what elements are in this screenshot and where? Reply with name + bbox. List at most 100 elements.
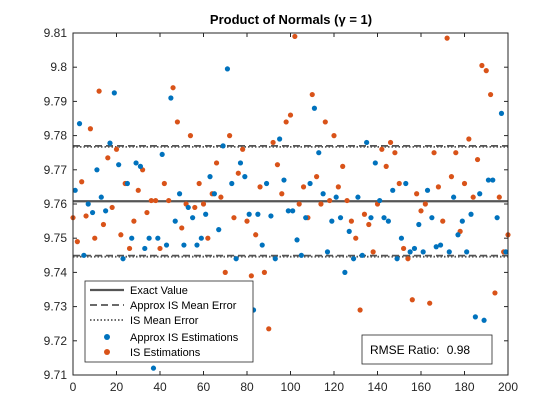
point-approx-is-estimations-39 [242, 174, 248, 180]
point-approx-is-estimations-28 [194, 242, 200, 248]
point-approx-is-estimations-69 [372, 160, 378, 166]
point-approx-is-estimations-21 [163, 242, 170, 248]
point-approx-is-estimations-70 [377, 197, 383, 204]
point-is-estimations-21 [161, 180, 167, 187]
point-is-estimations-81 [422, 201, 428, 207]
point-is-estimations-77 [405, 256, 411, 262]
point-is-estimations-20 [157, 245, 163, 252]
point-approx-is-estimations-36 [229, 180, 235, 187]
reference-lines [73, 144, 508, 258]
point-is-estimations-93 [474, 156, 481, 163]
point-approx-is-estimations-56 [316, 150, 322, 156]
point-approx-is-estimations-22 [168, 95, 174, 101]
point-is-estimations-35 [222, 269, 228, 275]
point-is-estimations-39 [240, 146, 246, 152]
point-approx-is-estimations-87 [451, 194, 457, 200]
point-is-estimations-50 [287, 112, 294, 118]
point-is-estimations-80 [418, 208, 424, 214]
y-tick-label-10: 9.81 [44, 26, 68, 40]
rmse-annotation: RMSE Ratio: 0.98 [361, 334, 493, 365]
point-is-estimations-73 [387, 139, 394, 146]
y-tick-label-2: 9.73 [44, 300, 68, 314]
point-approx-is-estimations-64 [350, 256, 357, 262]
point-approx-is-estimations-61 [337, 215, 344, 221]
point-is-estimations-78 [409, 297, 415, 303]
point-is-estimations-82 [427, 300, 433, 306]
point-is-estimations-56 [314, 174, 320, 180]
point-is-estimations-51 [292, 33, 298, 40]
point-approx-is-estimations-3 [85, 201, 91, 207]
approx-is-estimations-series [72, 66, 509, 371]
point-is-estimations-22 [166, 197, 172, 204]
point-approx-is-estimations-7 [103, 208, 109, 214]
point-approx-is-estimations-67 [364, 139, 370, 146]
point-approx-is-estimations-99 [503, 249, 509, 255]
point-is-estimations-36 [227, 133, 233, 139]
point-approx-is-estimations-33 [216, 227, 222, 233]
point-is-estimations-18 [148, 197, 154, 204]
point-approx-is-estimations-83 [433, 244, 439, 250]
point-is-estimations-97 [492, 290, 498, 296]
point-approx-is-estimations-15 [137, 163, 144, 169]
point-is-estimations-63 [344, 197, 350, 204]
y-tick-label-5: 9.76 [44, 197, 68, 211]
x-tick-label-7: 140 [367, 380, 387, 394]
point-approx-is-estimations-66 [359, 252, 365, 258]
point-approx-is-estimations-65 [355, 194, 361, 200]
legend-swatch-is-estimations [104, 349, 110, 355]
point-approx-is-estimations-77 [407, 249, 413, 255]
legend-label-is-estimations: IS Estimations [130, 347, 201, 359]
x-tick-label-10: 200 [498, 380, 518, 394]
point-is-estimations-49 [283, 119, 289, 125]
rmse-annotation-box [361, 334, 493, 365]
point-approx-is-estimations-24 [176, 191, 183, 197]
y-tick-label-8: 9.79 [44, 94, 68, 108]
x-tick-label-1: 20 [110, 380, 124, 394]
point-is-estimations-67 [361, 211, 368, 217]
point-approx-is-estimations-92 [472, 314, 478, 320]
point-approx-is-estimations-71 [381, 215, 387, 221]
point-approx-is-estimations-45 [268, 213, 274, 219]
x-axis: 0 20 40 60 80 100 120 140 160 180 200 [70, 33, 518, 394]
point-approx-is-estimations-95 [485, 177, 492, 183]
point-is-estimations-46 [270, 139, 276, 146]
point-is-estimations-13 [126, 245, 133, 252]
y-axis: 9.71 9.72 9.73 9.74 9.75 9.76 9.77 9.78 9.79 9.8 9… [44, 26, 508, 382]
point-is-estimations-75 [396, 180, 402, 187]
point-approx-is-estimations-0 [72, 187, 78, 193]
point-approx-is-estimations-17 [146, 235, 152, 241]
point-is-estimations-40 [244, 218, 250, 224]
point-is-estimations-3 [83, 213, 89, 219]
y-tick-label-6: 9.77 [44, 163, 68, 177]
point-is-estimations-71 [379, 146, 385, 152]
point-is-estimations-37 [231, 215, 237, 221]
y-tick-label-1: 9.72 [44, 334, 68, 348]
point-is-estimations-15 [135, 187, 141, 193]
point-approx-is-estimations-50 [290, 208, 296, 214]
point-approx-is-estimations-81 [424, 187, 431, 193]
point-approx-is-estimations-19 [155, 235, 161, 241]
point-is-estimations-62 [340, 163, 346, 169]
x-tick-label-0: 0 [70, 380, 77, 394]
point-approx-is-estimations-29 [198, 235, 204, 241]
point-is-estimations-4 [87, 126, 93, 132]
point-approx-is-estimations-4 [89, 209, 96, 216]
x-tick-label-6: 120 [324, 380, 344, 394]
x-tick-label-8: 160 [411, 380, 431, 394]
point-approx-is-estimations-31 [207, 174, 213, 180]
point-is-estimations-53 [300, 184, 307, 190]
point-is-estimations-41 [248, 273, 254, 279]
y-tick-label-3: 9.74 [44, 265, 68, 279]
point-is-estimations-91 [466, 136, 472, 142]
point-is-estimations-42 [253, 232, 259, 238]
x-tick-label-5: 100 [280, 380, 300, 394]
is-estimations-series [70, 33, 511, 332]
x-tick-label-4: 80 [240, 380, 254, 394]
point-approx-is-estimations-14 [133, 160, 139, 166]
legend-label-approx-is-estimations: Approx IS Estimations [130, 332, 239, 344]
point-is-estimations-64 [348, 218, 354, 224]
point-approx-is-estimations-2 [81, 252, 87, 258]
point-is-estimations-23 [170, 85, 176, 91]
point-approx-is-estimations-51 [294, 237, 300, 243]
